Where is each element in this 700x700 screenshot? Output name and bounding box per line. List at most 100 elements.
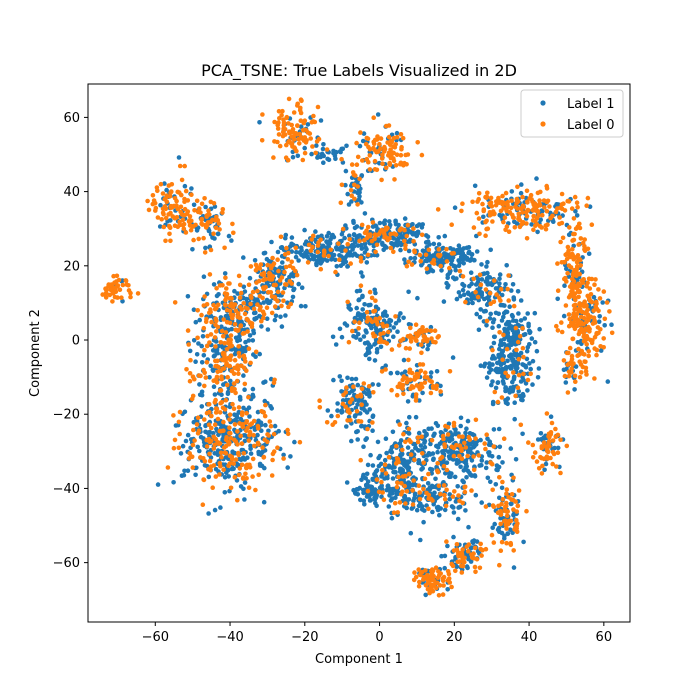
point-label-0 [525, 200, 530, 205]
point-label-0 [442, 444, 448, 450]
point-label-0 [260, 295, 265, 301]
point-label-0 [459, 448, 464, 454]
point-label-0 [246, 438, 252, 443]
point-label-0 [330, 422, 336, 428]
point-label-0 [454, 542, 460, 547]
point-label-1 [372, 287, 378, 293]
point-label-1 [385, 484, 391, 489]
point-label-0 [460, 201, 465, 206]
point-label-0 [564, 279, 569, 284]
point-label-0 [416, 371, 421, 377]
point-label-0 [498, 286, 504, 292]
point-label-0 [286, 304, 291, 310]
point-label-0 [504, 224, 510, 229]
point-label-0 [496, 195, 501, 201]
point-label-1 [414, 232, 420, 238]
point-label-1 [345, 191, 351, 197]
point-label-1 [355, 402, 360, 407]
point-label-0 [186, 342, 191, 347]
point-label-1 [519, 182, 524, 187]
point-label-0 [283, 264, 289, 270]
point-label-0 [293, 245, 299, 251]
point-label-0 [230, 305, 236, 310]
point-label-1 [392, 465, 397, 470]
point-label-1 [244, 407, 249, 413]
point-label-0 [245, 329, 250, 334]
point-label-0 [497, 330, 502, 335]
point-label-1 [120, 299, 125, 304]
point-label-0 [275, 445, 280, 451]
point-label-0 [460, 274, 466, 279]
point-label-1 [527, 342, 532, 347]
point-label-0 [180, 222, 186, 228]
point-label-0 [339, 156, 344, 162]
point-label-1 [386, 504, 392, 509]
point-label-0 [417, 490, 423, 495]
point-label-0 [564, 350, 570, 356]
point-label-1 [185, 468, 191, 474]
point-label-0 [182, 213, 187, 218]
legend-label-1: Label 1 [567, 97, 614, 112]
point-label-0 [311, 113, 316, 119]
plot-frame [87, 83, 631, 623]
point-label-0 [415, 439, 421, 445]
point-label-0 [268, 290, 274, 295]
point-label-0 [182, 163, 187, 169]
point-label-1 [418, 443, 424, 448]
point-label-1 [231, 466, 236, 472]
point-label-0 [208, 247, 214, 253]
point-label-0 [526, 440, 531, 445]
point-label-0 [566, 373, 572, 379]
point-label-0 [582, 310, 588, 316]
point-label-0 [394, 152, 400, 157]
point-label-1 [496, 454, 502, 460]
point-label-0 [128, 294, 133, 300]
point-label-1 [359, 423, 365, 429]
point-label-0 [236, 344, 241, 349]
point-label-0 [530, 455, 536, 460]
point-label-1 [370, 463, 376, 468]
point-label-1 [470, 300, 475, 306]
point-label-0 [321, 248, 327, 253]
point-label-0 [565, 271, 570, 276]
point-label-1 [250, 386, 256, 392]
point-label-1 [264, 297, 270, 303]
point-label-1 [468, 270, 474, 276]
point-label-0 [221, 352, 226, 357]
point-label-1 [242, 497, 247, 502]
point-label-0 [403, 473, 408, 479]
point-label-0 [569, 366, 574, 372]
point-label-0 [426, 471, 431, 477]
point-label-0 [355, 202, 360, 207]
point-label-0 [268, 265, 274, 271]
point-label-0 [386, 329, 391, 335]
point-label-0 [208, 332, 214, 337]
point-label-1 [305, 254, 311, 260]
point-label-1 [247, 275, 253, 281]
point-label-0 [231, 381, 237, 386]
point-label-1 [426, 342, 431, 348]
point-label-0 [355, 394, 360, 399]
point-label-1 [296, 281, 302, 287]
point-label-1 [389, 444, 395, 450]
point-label-1 [374, 492, 380, 498]
point-label-0 [289, 259, 295, 265]
point-label-1 [391, 334, 396, 340]
point-label-0 [228, 357, 233, 363]
point-label-0 [123, 278, 129, 283]
point-label-0 [414, 383, 420, 388]
point-label-0 [233, 390, 238, 396]
point-label-0 [500, 497, 506, 502]
point-label-0 [411, 239, 416, 244]
point-label-0 [213, 358, 218, 364]
point-label-1 [459, 255, 464, 260]
point-label-1 [326, 230, 332, 236]
point-label-1 [197, 448, 202, 454]
point-label-1 [235, 291, 240, 296]
point-label-0 [436, 593, 442, 598]
point-label-1 [349, 388, 355, 394]
point-label-0 [418, 385, 424, 391]
point-label-0 [272, 139, 277, 144]
point-label-1 [226, 474, 231, 479]
point-label-1 [432, 431, 437, 437]
